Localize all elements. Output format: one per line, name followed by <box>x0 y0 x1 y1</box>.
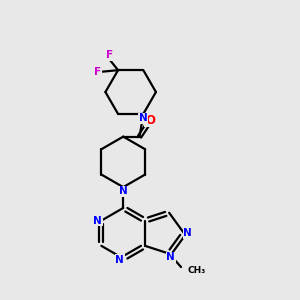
Text: N: N <box>115 255 124 265</box>
Text: O: O <box>145 114 155 127</box>
Text: F: F <box>106 50 113 60</box>
Text: N: N <box>93 216 102 226</box>
Text: N: N <box>166 252 175 262</box>
Text: N: N <box>119 186 128 196</box>
Text: N: N <box>139 113 148 123</box>
Text: F: F <box>94 67 101 76</box>
Text: CH₃: CH₃ <box>188 266 206 274</box>
Text: N: N <box>183 228 192 238</box>
